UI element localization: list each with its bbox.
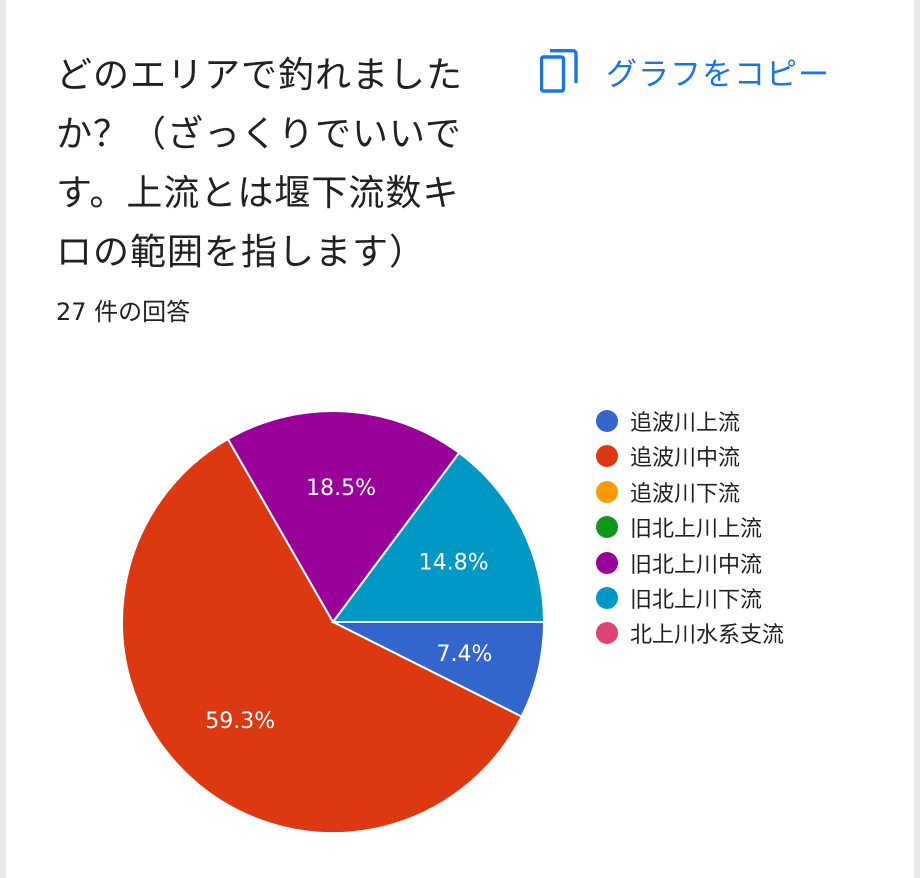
legend-item: 追波川中流: [596, 439, 784, 473]
legend-label: 旧北上川中流: [630, 552, 763, 578]
legend-item: 追波川上流: [596, 404, 784, 438]
copy-icon: [540, 49, 578, 93]
chart-legend: 追波川上流追波川中流追波川下流旧北上川上流 旧北上川中流 旧北上川下流 北上川水系支流: [596, 404, 784, 652]
legend-swatch: [596, 586, 618, 609]
legend-swatch: [596, 622, 618, 645]
pie-slice: [226, 410, 461, 624]
legend-label: 追波川上流: [630, 411, 741, 436]
slice-label: 18.5%: [306, 476, 376, 501]
legend-swatch: [596, 410, 618, 432]
pie-slice: [331, 451, 546, 623]
legend-label: 追波川中流: [630, 446, 741, 472]
legend-swatch: [596, 516, 618, 539]
slice-label: 14.8%: [419, 550, 489, 575]
response-count: 27 件の回答: [56, 298, 191, 326]
legend-item: 旧北上川下流: [596, 581, 784, 615]
pie-slice: [332, 621, 546, 718]
legend-item: 北上川水系支流: [596, 616, 784, 650]
legend-label: 北上川水系支流: [630, 623, 785, 649]
slice-label: 7.4%: [436, 642, 492, 667]
legend-item: 旧北上川上流: [596, 510, 784, 544]
pie-slice: [121, 437, 523, 834]
legend-swatch: [596, 445, 618, 468]
legend-label: 旧北上川上流: [630, 517, 763, 543]
legend-label: 旧北上川下流: [630, 587, 763, 613]
legend-item: 旧北上川中流: [596, 546, 784, 580]
copy-chart-button[interactable]: グラフをコピー: [540, 46, 830, 96]
slice-label: 59.3%: [205, 709, 275, 734]
copy-chart-label: グラフをコピー: [606, 56, 830, 93]
legend-swatch: [596, 551, 618, 574]
legend-item: 追波川下流: [596, 475, 784, 509]
legend-label: 追波川下流: [630, 481, 741, 507]
question-title: どのエリアで釣れましたか？（ざっくりでいいです。上流とは堰下流数キロの範囲を指し…: [56, 55, 464, 273]
legend-swatch: [596, 480, 618, 503]
